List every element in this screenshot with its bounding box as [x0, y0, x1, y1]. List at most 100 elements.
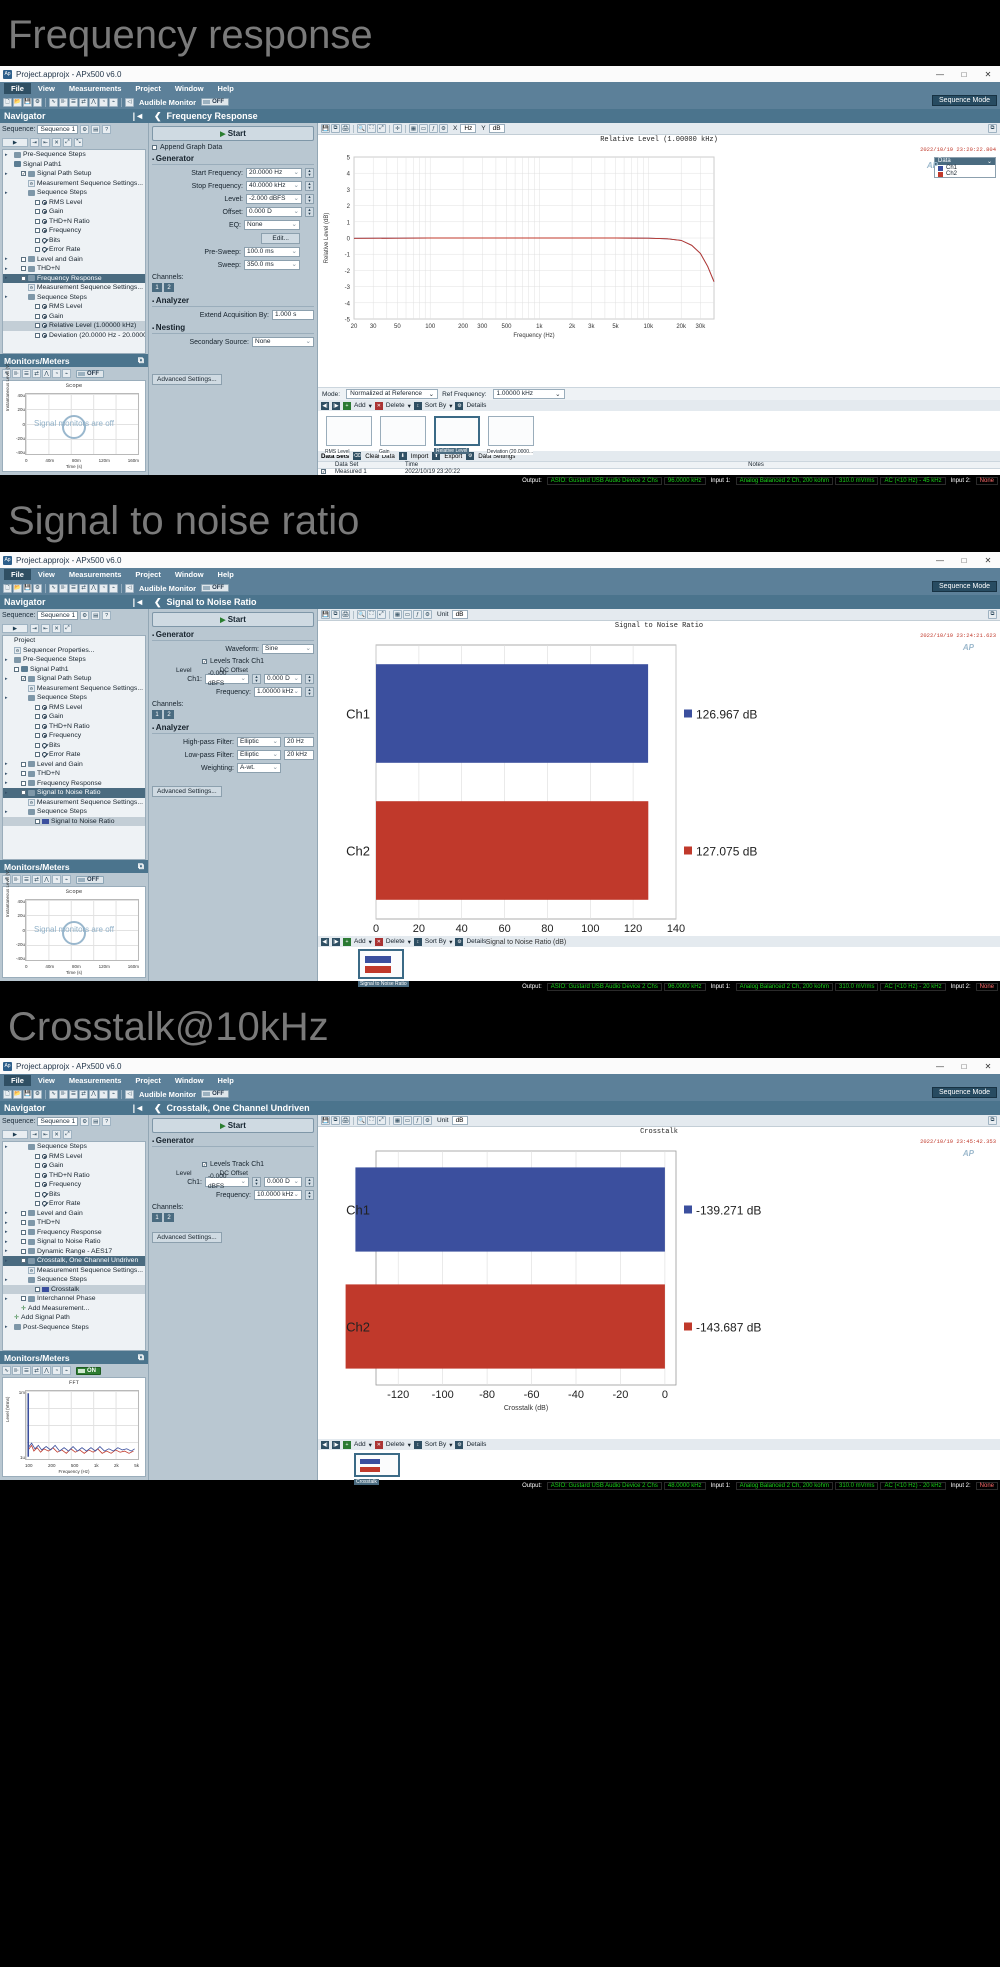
step-icon-2[interactable]: ⇤ — [41, 624, 50, 633]
expand-arrow-icon[interactable]: ▸ — [5, 1324, 8, 1331]
tree-node[interactable]: ⚙ Measurement Sequence Settings... — [3, 179, 145, 189]
graph-legend-icon-3[interactable]: ▭ — [403, 1116, 412, 1125]
sequence-mode-button-2[interactable]: Sequence Mode — [932, 581, 997, 592]
tree-node[interactable]: RMS Level — [3, 703, 145, 713]
tree-node[interactable]: ▸ Interchannel Phase — [3, 1294, 145, 1304]
field-input[interactable]: 100.0 ms ⌄ — [244, 247, 300, 257]
tree-node[interactable]: Signal to Noise Ratio — [3, 816, 145, 826]
export-icon[interactable]: ⬆ — [432, 452, 441, 460]
advanced-settings-button-3[interactable]: Advanced Settings... — [152, 1232, 222, 1243]
details-icon-3[interactable]: ⚙ — [455, 1440, 464, 1449]
tree-node[interactable]: ⚙ Measurement Sequence Settings... — [3, 684, 145, 694]
graph-print-icon-2[interactable]: 🖨 — [341, 610, 350, 619]
tree-node[interactable]: Relative Level (1.00000 kHz) — [3, 321, 145, 331]
monitors-popout-icon-2[interactable]: ⧉ — [137, 861, 144, 871]
eq-edit-button[interactable]: Edit... — [261, 233, 300, 244]
add-icon-3[interactable]: + — [343, 1440, 351, 1449]
menu-measurements-2[interactable]: Measurements — [68, 570, 122, 579]
tree-node[interactable]: THD+N Ratio — [3, 722, 145, 732]
ch1-dc-input-2[interactable]: 0.000 D ⌄ — [264, 674, 302, 684]
close-button-3[interactable]: ✕ — [984, 1061, 992, 1071]
graph-popout-icon-3[interactable]: ⧉ — [988, 1116, 997, 1125]
node-checkbox[interactable] — [21, 761, 26, 767]
thumbnail-crosstalk[interactable]: Crosstalk — [354, 1453, 400, 1485]
back-chevron-icon-3[interactable]: ❮ — [154, 1102, 162, 1113]
tree-node[interactable]: ▸ Signal to Noise Ratio — [3, 1237, 145, 1247]
node-checkbox[interactable] — [35, 1201, 40, 1207]
thumbnail-relative-level[interactable]: Relative Level — [434, 416, 480, 454]
field-input[interactable]: 350.0 ms ⌄ — [244, 260, 300, 270]
clear-data-label[interactable]: Clear Data — [365, 452, 395, 460]
channel-2-tag-2[interactable]: 2 — [164, 710, 174, 719]
run-sequence-button[interactable]: ▶ — [2, 138, 28, 147]
node-checkbox[interactable] — [35, 228, 40, 234]
tree-node[interactable]: ▸ Frequency Response — [3, 779, 145, 789]
ch1-level-input-2[interactable]: -0.000 dBFS ⌄ — [205, 670, 249, 687]
collapse-icon[interactable]: ⤡ — [74, 138, 83, 147]
monitor-bars-icon[interactable]: ⇄ — [32, 369, 41, 378]
legend-pin-icon[interactable]: ⌄ — [986, 159, 992, 165]
maximize-button[interactable]: □ — [961, 69, 967, 79]
new-project-icon[interactable]: 🗋 — [3, 97, 12, 107]
node-checkbox[interactable] — [35, 1153, 40, 1159]
monitor-clock-icon[interactable]: ◔ — [52, 369, 61, 378]
help-icon-2[interactable]: ? — [102, 611, 112, 620]
graph-legend-icon-2[interactable]: ▭ — [403, 610, 412, 619]
delete-label-3[interactable]: Delete — [385, 1441, 405, 1448]
node-checkbox[interactable] — [35, 714, 40, 720]
tree-node[interactable]: ▸ Pre-Sequence Steps — [3, 655, 145, 665]
node-checkbox[interactable] — [35, 1182, 40, 1188]
audible-monitor-toggle-3[interactable]: OFF — [201, 1090, 230, 1098]
expand-icon-3[interactable]: ⤢ — [63, 1130, 72, 1139]
meters-icon[interactable]: ☰ — [69, 97, 78, 107]
tree-node[interactable]: Gain — [3, 312, 145, 322]
graph-unit-select-2[interactable]: dB — [451, 610, 468, 619]
expand-arrow-icon[interactable]: ▸ — [5, 294, 8, 301]
levels-track-row-3[interactable]: Levels Track Ch1 — [152, 1161, 314, 1168]
minimize-button-3[interactable]: — — [936, 1061, 944, 1071]
navigator-tree-3[interactable]: ▸ Sequence Steps RMS Level Gain THD+N Ratio F… — [2, 1141, 146, 1351]
levels-icon-2[interactable]: ⋀ — [89, 583, 98, 593]
channel-1-tag-2[interactable]: 1 — [152, 710, 162, 719]
details-label[interactable]: Details — [466, 402, 487, 409]
speaker-icon[interactable]: ◁ — [125, 97, 134, 107]
run-sequence-button-3[interactable]: ▶ — [2, 1130, 28, 1139]
extend-acquisition-input[interactable]: 1.000 s — [272, 310, 314, 320]
add-label[interactable]: Add — [354, 402, 366, 409]
field-spinner[interactable]: ▲ ▼ — [305, 181, 314, 191]
add-label-3[interactable]: Add — [354, 1441, 366, 1448]
levels-track-checkbox-2[interactable] — [201, 659, 207, 664]
append-graph-data-row[interactable]: Append Graph Data — [152, 144, 314, 151]
node-checkbox[interactable] — [35, 313, 40, 319]
tree-node[interactable]: RMS Level — [3, 198, 145, 208]
clock-icon-2[interactable]: ◔ — [99, 583, 108, 593]
tree-node[interactable]: ▸ Signal Path Setup — [3, 674, 145, 684]
node-checkbox[interactable] — [35, 1172, 40, 1178]
expand-arrow-icon[interactable]: ▸ — [5, 1295, 8, 1302]
monitor-power-toggle-2[interactable]: OFF — [76, 875, 104, 884]
frequency-spinner-3[interactable]: ▲ ▼ — [305, 1190, 314, 1200]
step-icon[interactable]: ⇤ — [41, 138, 50, 147]
tree-node[interactable]: Project — [3, 636, 145, 646]
legend-item-ch1[interactable]: Ch1 — [935, 165, 995, 171]
ch1-dc-input-3[interactable]: 0.000 D ⌄ — [264, 1177, 302, 1187]
expand-arrow-icon[interactable]: ▸ — [5, 1257, 8, 1264]
node-checkbox[interactable] — [35, 218, 40, 224]
tree-node[interactable]: ▸ THD+N — [3, 769, 145, 779]
graph-copy-icon-3[interactable]: ⧉ — [331, 1116, 340, 1125]
sequence-select[interactable]: Sequence 1 — [37, 125, 79, 134]
frequency-spinner-2[interactable]: ▲ ▼ — [305, 687, 314, 697]
menu-project-3[interactable]: Project — [135, 1076, 161, 1085]
node-checkbox[interactable] — [21, 771, 26, 777]
graph-expand-icon-3[interactable]: ⤢ — [377, 1116, 386, 1125]
graph-zoom-icon[interactable]: 🔍 — [357, 124, 366, 133]
snr-chart[interactable]: Signal to Noise Ratio 2022/10/19 23:24:2… — [318, 621, 1000, 946]
levels-icon-3[interactable]: ⋀ — [89, 1089, 98, 1099]
sequence-report-icon[interactable]: ▤ — [91, 125, 101, 134]
start-button-1[interactable]: ▶ Start — [152, 126, 314, 141]
node-checkbox[interactable] — [35, 752, 40, 758]
meters-icon-2[interactable]: ☰ — [69, 583, 78, 593]
sequence-mode-button[interactable]: Sequence Mode — [932, 95, 997, 106]
open-project-icon-3[interactable]: 📂 — [13, 1089, 22, 1099]
weighting-select[interactable]: A-wt. ⌄ — [237, 763, 281, 773]
